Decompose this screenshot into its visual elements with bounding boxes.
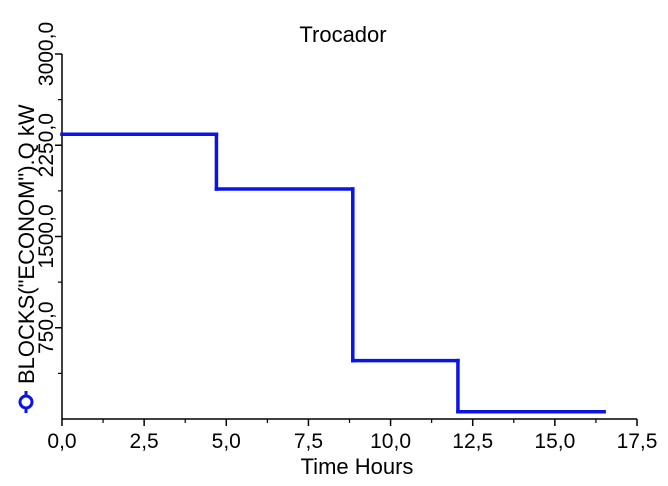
x-tick-label: 15,0 [534, 430, 575, 453]
x-tick-label: 17,5 [617, 430, 658, 453]
y-tick-label: 3000,0 [35, 22, 58, 86]
y-tick-label: 1500,0 [35, 204, 58, 268]
x-tick-label: 10,0 [370, 430, 411, 453]
y-axis-series-marker-icon [18, 394, 34, 410]
x-tick-label: 2,5 [130, 430, 159, 453]
x-tick-label: 12,5 [452, 430, 493, 453]
chart-title: Trocador [299, 22, 386, 47]
x-tick-label: 7,5 [294, 430, 323, 453]
x-tick-label: 5,0 [212, 430, 241, 453]
y-tick-label: 750,0 [35, 301, 58, 354]
y-tick-label: 2250,0 [35, 113, 58, 177]
plot-area: 0,0 2,5 5,0 7,5 10,0 12,5 15,0 17,5 750,0 1500,0 2… [35, 22, 657, 453]
x-tick-label: 0,0 [47, 430, 76, 453]
y-axis-label-group: BLOCKS("ECONOM").Q kW [14, 104, 39, 413]
x-axis-label: Time Hours [301, 454, 414, 479]
y-axis-label: BLOCKS("ECONOM").Q kW [14, 104, 39, 384]
